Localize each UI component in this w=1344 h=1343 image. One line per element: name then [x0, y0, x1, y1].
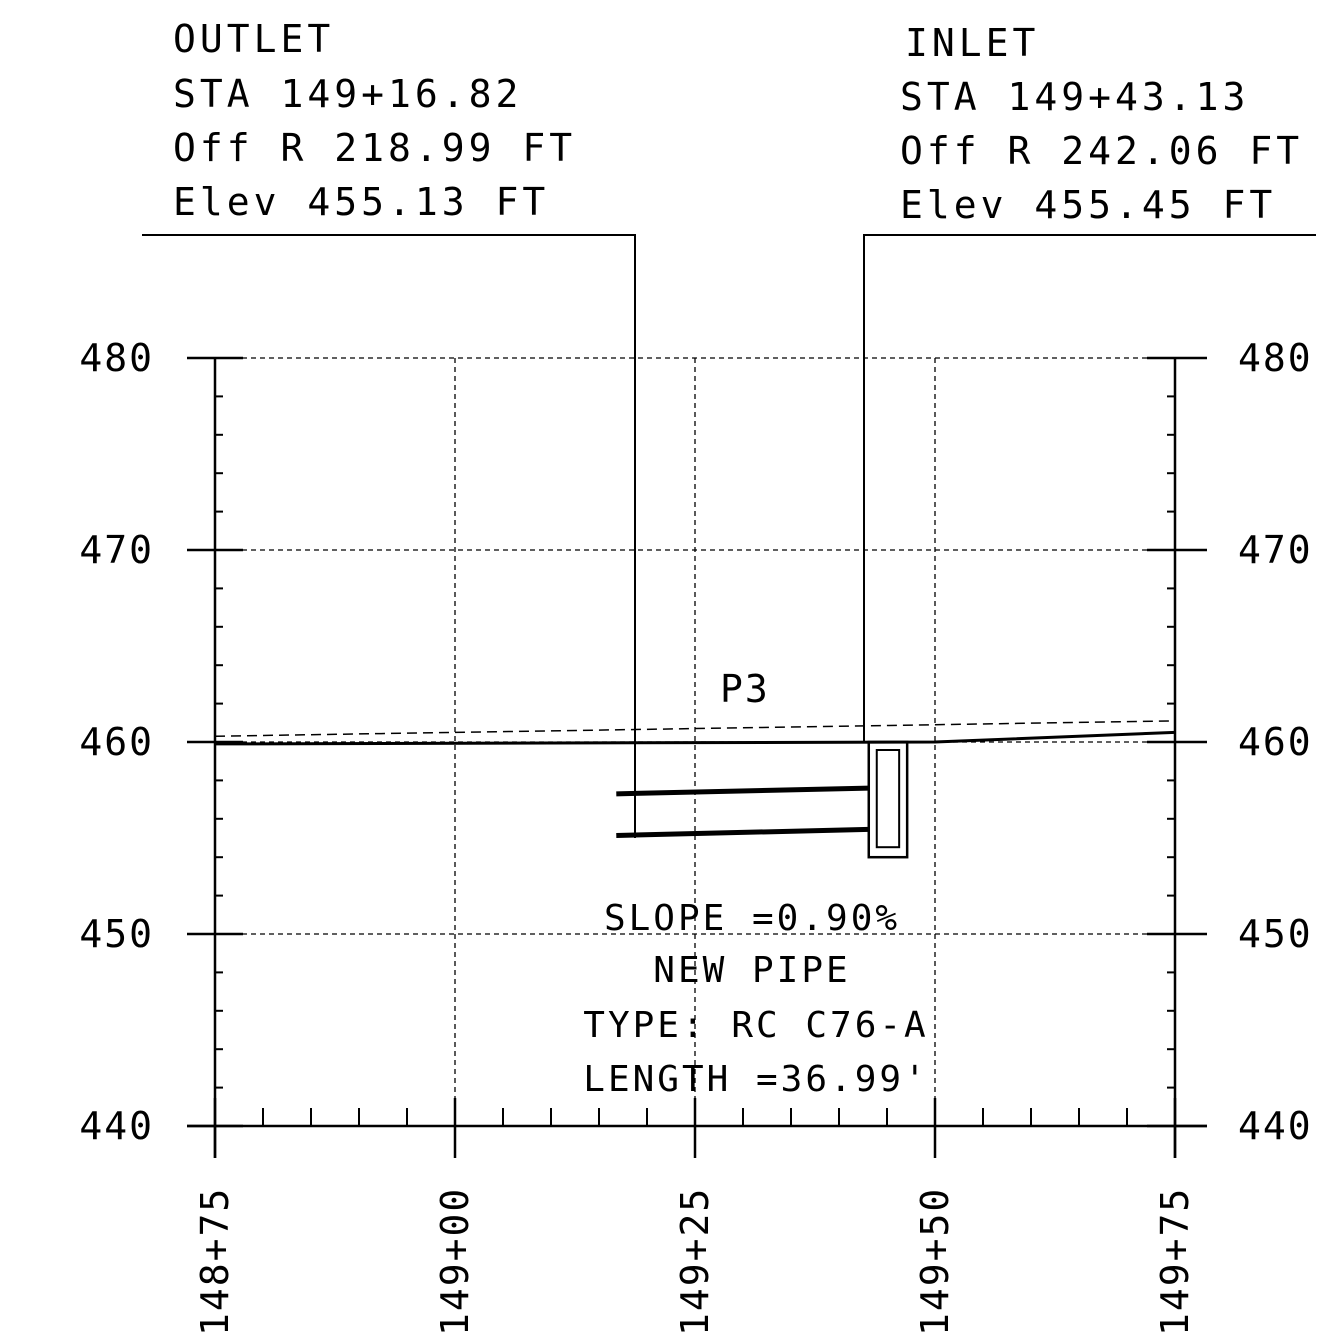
outlet-station: STA 149+16.82 [173, 72, 522, 116]
structure-label: P3 [720, 667, 770, 711]
left-elevation-label: 480 [79, 336, 154, 380]
outlet-leader-line [142, 234, 636, 838]
right-elevation-label: 480 [1238, 336, 1313, 380]
inlet-leader-line [863, 234, 1316, 742]
elevation-labels: 440 440 450 450 460 460 470 470 480 480 [79, 336, 1313, 1148]
proposed-ground-line [214, 730, 1176, 746]
station-tick-label: 149+50 [913, 1187, 957, 1336]
pipe-crown-line [616, 785, 869, 797]
right-elevation-label: 470 [1238, 528, 1313, 572]
outlet-elevation: Elev 455.13 FT [173, 180, 549, 224]
axes [187, 356, 1207, 1158]
station-tick-label: 148+75 [193, 1187, 237, 1336]
right-elevation-label: 440 [1238, 1104, 1313, 1148]
profile-lines [214, 720, 1176, 859]
outlet-offset: Off R 218.99 FT [173, 126, 576, 170]
left-elevation-label: 470 [79, 528, 154, 572]
left-elevation-label: 440 [79, 1104, 154, 1148]
existing-ground-line [214, 720, 1176, 737]
inlet-structure-outer [867, 740, 909, 859]
station-labels: 148+75 149+00 149+25 149+50 149+75 [193, 1187, 1197, 1336]
inlet-offset: Off R 242.06 FT [900, 129, 1303, 173]
station-tick-label: 149+75 [1153, 1187, 1197, 1336]
pipe-length-note: LENGTH =36.99' [583, 1059, 928, 1100]
right-elevation-label: 460 [1238, 720, 1313, 764]
pipe-invert-line [616, 826, 869, 839]
left-elevation-label: 460 [79, 720, 154, 764]
inlet-elevation: Elev 455.45 FT [900, 183, 1276, 227]
outlet-title: OUTLET [173, 17, 334, 61]
station-tick-label: 149+00 [433, 1187, 477, 1336]
station-tick-label: 149+25 [673, 1187, 717, 1336]
pipe-type-note: TYPE: RC C76-A [583, 1005, 928, 1046]
inlet-structure-inner [875, 749, 901, 849]
left-elevation-label: 450 [79, 912, 154, 956]
pipe-status-note: NEW PIPE [653, 950, 850, 991]
pipe-slope-note: SLOPE =0.90% [604, 898, 900, 939]
right-elevation-label: 450 [1238, 912, 1313, 956]
inlet-station: STA 149+43.13 [900, 75, 1249, 119]
inlet-title: INLET [905, 21, 1039, 65]
